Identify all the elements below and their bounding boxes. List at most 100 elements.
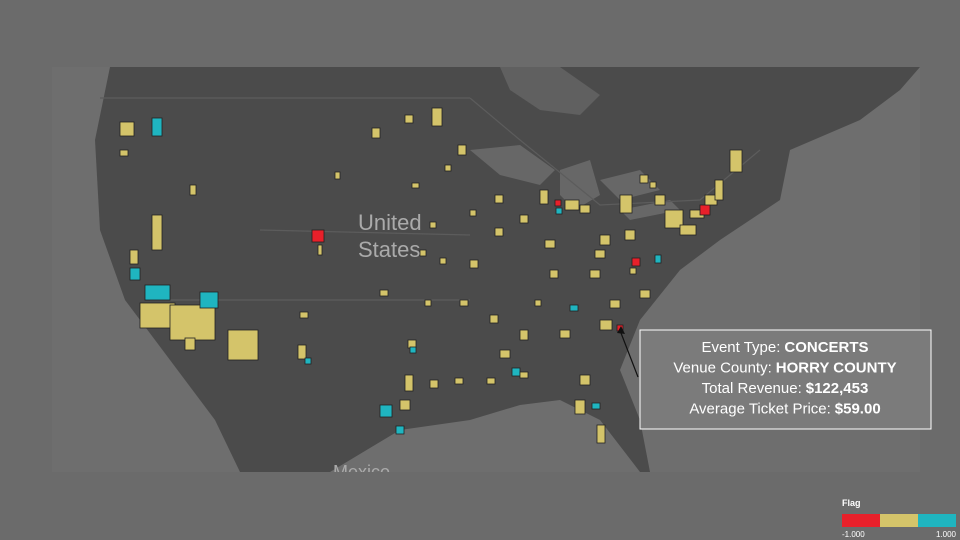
venue-area <box>564 199 580 211</box>
venue-area <box>169 304 216 341</box>
venue-area <box>424 299 432 307</box>
venue-area <box>419 249 427 257</box>
tooltip-rows: Event Type: CONCERTS Venue County: HORRY CO… <box>673 339 896 418</box>
tooltip <box>639 329 932 430</box>
tooltip-label: Average Ticket Price: <box>689 401 830 418</box>
tooltip-label: Total Revenue: <box>702 380 802 397</box>
venue-area <box>534 299 542 307</box>
venue-area <box>494 194 504 204</box>
venue-area <box>119 121 135 137</box>
venue-area <box>399 399 411 411</box>
tooltip-value: $122,453 <box>806 380 869 397</box>
venue-area <box>596 424 606 444</box>
venue-area <box>304 357 312 365</box>
venue-area <box>297 344 307 360</box>
venue-area <box>654 194 666 206</box>
venue-area <box>631 257 641 267</box>
legend-title: Flag <box>842 498 861 508</box>
venue-area <box>519 371 529 379</box>
tooltip-row: Event Type: CONCERTS <box>701 339 868 356</box>
venue-area <box>549 269 559 279</box>
venue-area <box>457 144 467 156</box>
venue-area <box>729 149 743 173</box>
venue-area <box>654 254 662 264</box>
legend-max: 1.000 <box>936 530 957 539</box>
legend-min: -1.000 <box>842 530 865 539</box>
venue-area <box>151 214 163 251</box>
legend-swatch <box>842 514 880 527</box>
venue-area <box>591 402 601 410</box>
venue-area <box>594 249 606 259</box>
venue-area <box>609 299 621 309</box>
venue-area <box>334 171 341 180</box>
gulf-of-mexico <box>330 400 640 472</box>
venue-area <box>679 224 697 236</box>
venue-area <box>404 114 414 124</box>
venues <box>119 107 743 444</box>
venue-area <box>129 249 139 265</box>
venue-area <box>629 267 637 275</box>
legend-swatch <box>880 514 918 527</box>
venue-area <box>559 329 571 339</box>
venue-area <box>555 207 563 215</box>
venue-area <box>599 234 611 246</box>
venue-area <box>579 204 591 214</box>
borders <box>100 97 761 301</box>
venue-area <box>454 377 464 385</box>
venue-area <box>699 204 711 216</box>
venue-area <box>404 374 414 392</box>
venue-area <box>511 367 521 377</box>
venue-area <box>189 184 197 196</box>
venue-area <box>379 404 393 418</box>
tooltip-row: Venue County: HORRY COUNTY <box>673 360 896 377</box>
venue-area <box>317 244 323 256</box>
venue-area <box>639 174 649 184</box>
venue-area <box>184 337 196 351</box>
venue-area <box>227 329 259 361</box>
tooltip-label: Venue County: <box>673 360 771 377</box>
venue-area <box>395 425 405 435</box>
venue-area <box>574 399 586 415</box>
venue-area <box>554 199 562 207</box>
venue-area <box>151 117 163 137</box>
venue-area <box>429 379 439 389</box>
tooltip-value: CONCERTS <box>784 339 868 356</box>
hudson-bay <box>500 67 600 115</box>
tooltip-label: Event Type: <box>701 339 780 356</box>
venue-area <box>431 107 443 127</box>
venue-area <box>599 319 613 331</box>
venue-area <box>519 329 529 341</box>
tooltip-value: $59.00 <box>835 401 881 418</box>
venue-area <box>371 127 381 139</box>
venue-area <box>619 194 633 214</box>
venue-area <box>459 299 469 307</box>
tooltip-arrowhead <box>617 326 625 334</box>
tooltip-pointer <box>620 332 639 378</box>
pacific-ocean <box>52 67 240 472</box>
venue-area <box>311 229 325 243</box>
venue-area <box>469 259 479 269</box>
venue-area <box>144 284 171 301</box>
venue-area <box>409 346 417 354</box>
venue-area <box>439 257 447 265</box>
legend-swatch <box>918 514 956 527</box>
venue-area <box>539 189 549 205</box>
tooltip-row: Total Revenue: $122,453 <box>702 380 869 397</box>
venue-area <box>624 229 636 241</box>
venue-area <box>589 269 601 279</box>
tooltip-row: Average Ticket Price: $59.00 <box>689 401 880 418</box>
venue-area <box>444 164 452 172</box>
venue-area <box>499 349 511 359</box>
venue-area <box>486 377 496 385</box>
venue-area <box>139 302 176 329</box>
venue-area <box>429 221 437 229</box>
venue-area <box>569 304 579 312</box>
venue-area <box>489 314 499 324</box>
country-label: States <box>358 237 420 262</box>
tooltip-value: HORRY COUNTY <box>776 360 897 377</box>
map-area: United States Mexico <box>52 67 920 472</box>
venue-area <box>649 181 657 189</box>
venue-area <box>299 311 309 319</box>
